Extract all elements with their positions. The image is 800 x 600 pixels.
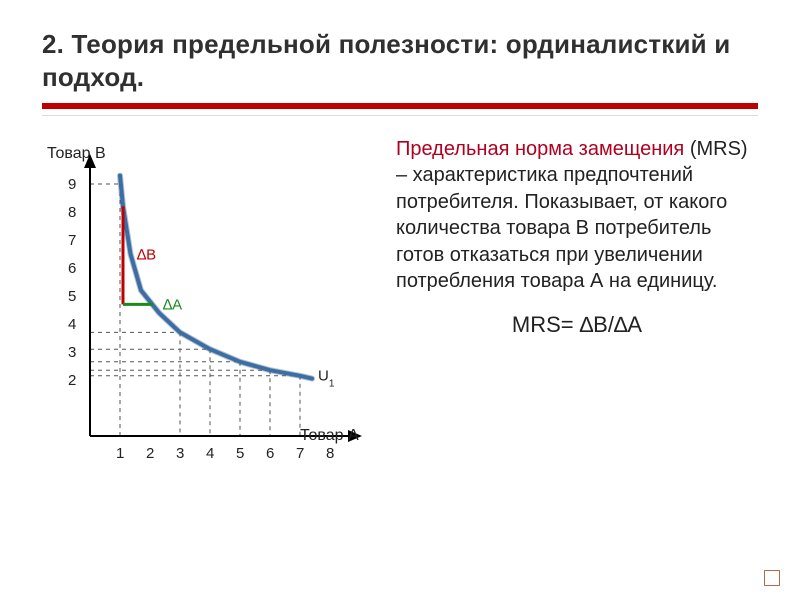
- content-row: Товар В ∆B ∆A 2 3 4 5 6 7 8 9 1 2 3 4 5 6 7 8 U1 Товар А Пре…: [42, 136, 758, 496]
- svg-text:Товар А: Товар А: [300, 427, 359, 444]
- definition-paragraph: Предельная норма замещения (MRS) – харак…: [396, 136, 758, 294]
- svg-text:5: 5: [236, 445, 244, 462]
- term-mrs: Предельная норма замещения: [396, 138, 684, 160]
- svg-text:4: 4: [206, 445, 214, 462]
- corner-marker-icon: [764, 570, 780, 586]
- svg-text:7: 7: [296, 445, 304, 462]
- svg-text:3: 3: [68, 344, 76, 361]
- svg-text:4: 4: [68, 316, 76, 333]
- svg-text:6: 6: [68, 260, 76, 277]
- title-thinrule: [42, 115, 758, 116]
- svg-text:5: 5: [68, 288, 76, 305]
- svg-text:2: 2: [68, 372, 76, 389]
- svg-text:8: 8: [68, 204, 76, 221]
- svg-text:2: 2: [146, 445, 154, 462]
- svg-text:Товар В: Товар В: [47, 145, 106, 162]
- indifference-chart: Товар В ∆B ∆A 2 3 4 5 6 7 8 9 1 2 3 4 5 6 7 8 U1 Товар А: [42, 136, 372, 496]
- svg-text:∆B: ∆B: [137, 246, 156, 263]
- svg-text:9: 9: [68, 176, 76, 193]
- chart-svg: Товар В ∆B ∆A 2 3 4 5 6 7 8 9 1 2 3 4 5 6 7 8 U1 Товар А: [42, 136, 372, 496]
- svg-text:8: 8: [326, 445, 334, 462]
- svg-text:U1: U1: [318, 368, 335, 390]
- title-rule: [42, 103, 758, 109]
- slide-title: 2. Теория предельной полезности: ординал…: [42, 28, 758, 93]
- svg-text:6: 6: [266, 445, 274, 462]
- mrs-formula: MRS= ∆B/∆A: [396, 312, 758, 338]
- term-abbr: (MRS): [690, 138, 748, 160]
- svg-text:3: 3: [176, 445, 184, 462]
- definition-rest: – характеристика предпочтений потребител…: [396, 164, 727, 292]
- slide: 2. Теория предельной полезности: ординал…: [0, 0, 800, 600]
- svg-text:7: 7: [68, 232, 76, 249]
- svg-text:1: 1: [116, 445, 124, 462]
- text-column: Предельная норма замещения (MRS) – харак…: [396, 136, 758, 496]
- svg-text:∆A: ∆A: [163, 296, 182, 313]
